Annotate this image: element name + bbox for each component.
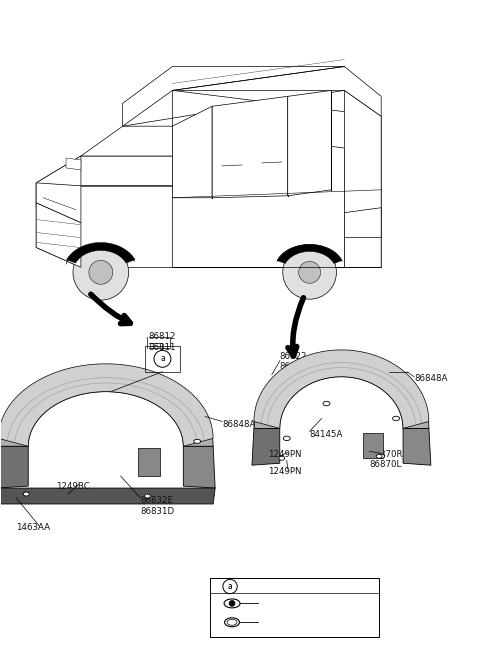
Text: 86822: 86822 [280, 352, 307, 361]
Circle shape [223, 579, 237, 594]
Polygon shape [254, 357, 429, 428]
Polygon shape [254, 350, 429, 428]
Text: 84220U: 84220U [260, 599, 294, 608]
Polygon shape [0, 446, 28, 488]
Text: 1249PN: 1249PN [268, 466, 301, 476]
Polygon shape [67, 242, 135, 263]
Polygon shape [138, 448, 160, 476]
Text: 86848A: 86848A [222, 420, 255, 429]
Polygon shape [81, 126, 172, 156]
Text: 86870L: 86870L [369, 460, 401, 468]
Text: 1249BC: 1249BC [56, 482, 90, 491]
Polygon shape [123, 66, 381, 126]
Text: 1249PN: 1249PN [268, 450, 301, 459]
Circle shape [89, 260, 113, 284]
Polygon shape [212, 97, 288, 198]
Polygon shape [172, 91, 381, 267]
Ellipse shape [144, 494, 151, 498]
Ellipse shape [225, 618, 240, 627]
Ellipse shape [393, 417, 399, 420]
Polygon shape [0, 372, 213, 446]
Text: 86811: 86811 [148, 344, 176, 352]
Polygon shape [183, 446, 215, 488]
Text: 86870R: 86870R [369, 450, 403, 459]
FancyBboxPatch shape [210, 578, 379, 637]
Circle shape [299, 261, 321, 283]
Ellipse shape [279, 456, 285, 461]
Text: 1463AA: 1463AA [16, 524, 50, 532]
Polygon shape [277, 244, 342, 263]
Polygon shape [36, 183, 81, 223]
Text: a: a [228, 582, 232, 591]
Polygon shape [0, 364, 213, 446]
Polygon shape [252, 428, 280, 465]
Ellipse shape [283, 436, 290, 441]
Ellipse shape [323, 401, 330, 406]
Polygon shape [36, 203, 81, 267]
Polygon shape [36, 156, 172, 208]
Text: 86821: 86821 [280, 362, 307, 371]
Ellipse shape [227, 620, 237, 625]
Polygon shape [344, 91, 381, 267]
Ellipse shape [224, 599, 240, 608]
Ellipse shape [378, 454, 384, 459]
Text: 84145A: 84145A [310, 430, 343, 439]
Text: 86848A: 86848A [414, 374, 447, 383]
Text: 86831D: 86831D [141, 507, 175, 516]
Polygon shape [0, 488, 215, 504]
Text: 84219E: 84219E [260, 618, 293, 627]
Text: a: a [160, 354, 165, 363]
Polygon shape [172, 106, 212, 198]
Polygon shape [66, 158, 81, 170]
Circle shape [229, 600, 235, 606]
Polygon shape [344, 208, 381, 238]
Polygon shape [403, 428, 431, 465]
Polygon shape [36, 156, 172, 267]
Circle shape [283, 246, 336, 299]
Circle shape [154, 350, 171, 367]
Text: 86812: 86812 [148, 332, 176, 342]
Text: 86832E: 86832E [141, 497, 174, 505]
Polygon shape [363, 434, 383, 458]
Ellipse shape [194, 440, 201, 443]
Polygon shape [288, 91, 332, 196]
Circle shape [73, 244, 129, 300]
Ellipse shape [23, 492, 29, 496]
Ellipse shape [376, 454, 382, 458]
